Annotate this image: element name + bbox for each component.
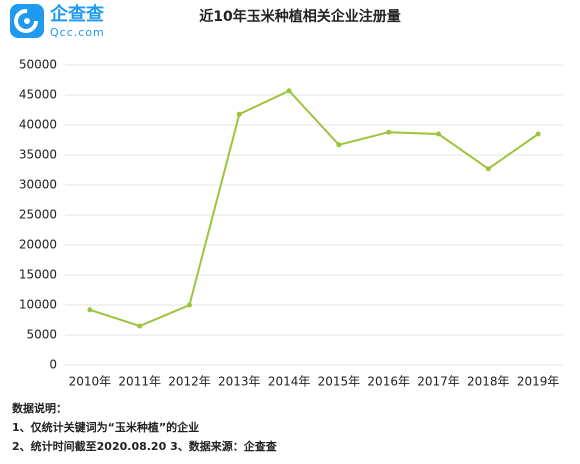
x-tick-label: 2011年 — [118, 375, 161, 389]
note: 2、统计时间截至2020.08.20 3、数据来源：企查查 — [12, 439, 277, 453]
y-tick-label: 15000 — [19, 268, 57, 282]
logo: 企查查 Qcc.com — [10, 3, 105, 39]
point — [137, 323, 143, 329]
point — [336, 142, 342, 148]
y-tick-label: 30000 — [19, 178, 57, 192]
note: 数据说明： — [12, 401, 67, 415]
x-tick-label: 2017年 — [417, 375, 460, 389]
logo-url: Qcc.com — [50, 26, 105, 39]
point — [187, 302, 192, 308]
x-tick-label: 2019年 — [517, 375, 560, 389]
point — [286, 88, 292, 94]
y-tick-label: 0 — [49, 358, 57, 372]
logo-dot — [24, 18, 30, 24]
y-tick-label: 20000 — [19, 238, 57, 252]
y-tick-label: 45000 — [19, 88, 57, 102]
line — [89, 89, 539, 328]
y-tick-label: 10000 — [19, 298, 57, 312]
point — [485, 166, 491, 172]
point — [535, 131, 541, 137]
x-tick-label: 2015年 — [318, 375, 361, 389]
point — [236, 111, 242, 117]
y-tick-label: 40000 — [19, 118, 57, 132]
logo-name: 企查查 — [49, 3, 104, 25]
x-tick-label: 2018年 — [467, 375, 510, 389]
y-tick-label: 50000 — [19, 58, 57, 72]
y-tick-label: 25000 — [19, 208, 57, 222]
chart-title: 近10年玉米种植相关企业注册量 — [199, 8, 400, 25]
logo-glyph — [14, 9, 38, 33]
y-tick-label: 5000 — [26, 328, 57, 342]
point — [386, 129, 392, 135]
point — [87, 307, 93, 313]
note: 1、仅统计关键词为“玉米种植”的企业 — [12, 420, 199, 434]
x-tick-label: 2012年 — [168, 375, 211, 389]
y-tick-label: 35000 — [19, 148, 57, 162]
x-tick-label: 2013年 — [218, 375, 261, 389]
x-tick-label: 2016年 — [367, 375, 410, 389]
x-tick-label: 2010年 — [69, 375, 112, 389]
point — [436, 131, 441, 137]
x-tick-label: 2014年 — [268, 375, 311, 389]
